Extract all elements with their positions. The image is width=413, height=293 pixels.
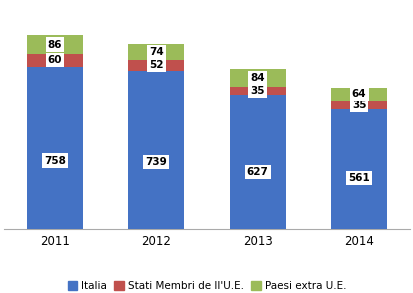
Bar (229, 69, 285, 87)
Bar (229, 95, 285, 229)
Bar (128, 44, 184, 59)
Bar (330, 101, 386, 109)
Text: 60: 60 (47, 55, 62, 65)
Bar (128, 59, 184, 71)
Text: 35: 35 (351, 100, 366, 110)
Text: 739: 739 (145, 157, 167, 167)
Text: 74: 74 (149, 47, 163, 57)
Bar (330, 109, 386, 229)
Bar (27, 54, 83, 67)
Text: 758: 758 (44, 156, 66, 166)
Text: 627: 627 (246, 167, 268, 177)
Text: 561: 561 (347, 173, 369, 183)
Text: 52: 52 (149, 60, 163, 70)
Bar (330, 88, 386, 101)
Bar (229, 87, 285, 95)
Legend: Italia, Stati Membri de ll'U.E., Paesi extra U.E.: Italia, Stati Membri de ll'U.E., Paesi e… (63, 277, 350, 293)
Text: 84: 84 (250, 73, 264, 83)
Bar (27, 67, 83, 229)
Bar (27, 35, 83, 54)
Text: 86: 86 (47, 40, 62, 50)
Bar (128, 71, 184, 229)
Text: 64: 64 (351, 89, 366, 99)
Text: 35: 35 (250, 86, 264, 96)
